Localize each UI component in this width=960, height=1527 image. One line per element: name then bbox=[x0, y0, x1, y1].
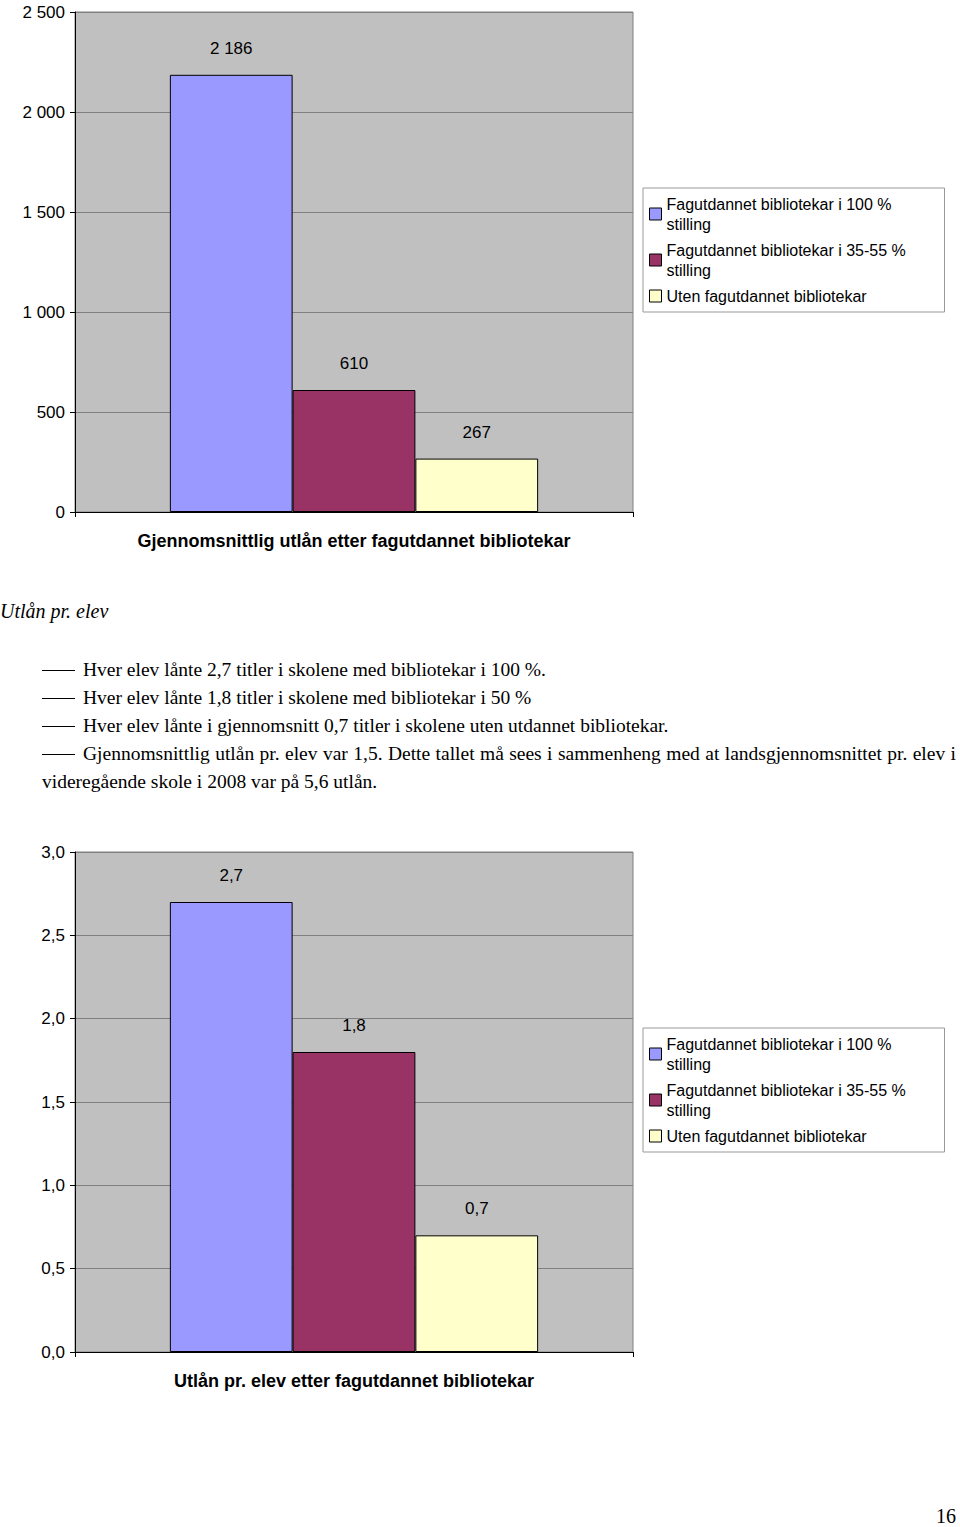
svg-text:0: 0 bbox=[56, 503, 65, 522]
html-text:Gjennomsnittlig utlån pr. elev: Gjennomsnittlig utlån pr. elev var 1,5. … bbox=[42, 743, 956, 792]
svg-text:Uten fagutdannet bibliotekar: Uten fagutdannet bibliotekar bbox=[667, 288, 868, 305]
svg-text:1,0: 1,0 bbox=[41, 1176, 65, 1195]
svg-text:Uten fagutdannet bibliotekar: Uten fagutdannet bibliotekar bbox=[667, 1128, 868, 1145]
svg-text:267: 267 bbox=[463, 423, 491, 442]
html-text:Hver elev lånte i gjennomsnitt: Hver elev lånte i gjennomsnitt 0,7 title… bbox=[83, 715, 669, 736]
svg-text:1,5: 1,5 bbox=[41, 1093, 65, 1112]
svg-text:0,5: 0,5 bbox=[41, 1259, 65, 1278]
svg-text:2,5: 2,5 bbox=[41, 926, 65, 945]
svg-text:610: 610 bbox=[340, 354, 368, 373]
svg-text:stilling: stilling bbox=[667, 216, 711, 233]
svg-text:Fagutdannet bibliotekar i 35-5: Fagutdannet bibliotekar i 35-55 % bbox=[667, 1082, 911, 1099]
svg-text:Utlån pr. elev etter fagutdann: Utlån pr. elev etter fagutdannet bibliot… bbox=[174, 1371, 534, 1391]
svg-text:stilling: stilling bbox=[667, 1056, 711, 1073]
svg-text:2 000: 2 000 bbox=[22, 103, 65, 122]
svg-text:2 500: 2 500 bbox=[22, 3, 65, 22]
html-text:Hver elev lånte 1,8 titler i s: Hver elev lånte 1,8 titler i skolene med… bbox=[83, 687, 532, 708]
svg-text:0,7: 0,7 bbox=[465, 1199, 489, 1218]
svg-text:1,8: 1,8 bbox=[342, 1016, 366, 1035]
html-text:Hver elev lånte 2,7 titler i s: Hver elev lånte 2,7 titler i skolene med… bbox=[83, 659, 546, 680]
svg-text:1 000: 1 000 bbox=[22, 303, 65, 322]
html-text:16: 16 bbox=[936, 1505, 956, 1527]
svg-text:Fagutdannet bibliotekar i 100: Fagutdannet bibliotekar i 100 % bbox=[667, 1036, 896, 1053]
html-text:Utlån pr. elev: Utlån pr. elev bbox=[0, 600, 109, 622]
svg-text:Fagutdannet bibliotekar i 100: Fagutdannet bibliotekar i 100 % bbox=[667, 196, 896, 213]
svg-text:Fagutdannet bibliotekar i 35-5: Fagutdannet bibliotekar i 35-55 % bbox=[667, 242, 911, 259]
svg-text:1 500: 1 500 bbox=[22, 203, 65, 222]
svg-text:stilling: stilling bbox=[667, 1102, 711, 1119]
svg-text:2,0: 2,0 bbox=[41, 1009, 65, 1028]
svg-text:0,0: 0,0 bbox=[41, 1343, 65, 1362]
svg-text:500: 500 bbox=[37, 403, 65, 422]
svg-text:stilling: stilling bbox=[667, 262, 711, 279]
svg-text:2,7: 2,7 bbox=[219, 866, 243, 885]
svg-text:3,0: 3,0 bbox=[41, 843, 65, 862]
svg-text:Gjennomsnittlig utlån etter fa: Gjennomsnittlig utlån etter fagutdannet … bbox=[137, 531, 570, 551]
svg-text:2 186: 2 186 bbox=[210, 39, 253, 58]
